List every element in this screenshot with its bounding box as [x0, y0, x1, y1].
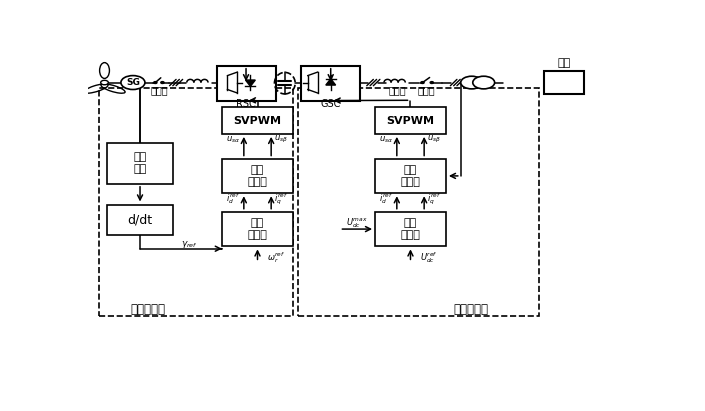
- Text: 断路器: 断路器: [417, 85, 435, 95]
- Text: 功率
控制器: 功率 控制器: [400, 218, 420, 240]
- Text: 电机侧控制: 电机侧控制: [130, 303, 166, 316]
- Text: 电流
控制器: 电流 控制器: [247, 165, 267, 187]
- Text: 转速
控制器: 转速 控制器: [247, 218, 267, 240]
- Text: SVPWM: SVPWM: [233, 115, 281, 125]
- Polygon shape: [326, 79, 336, 85]
- Circle shape: [461, 76, 483, 89]
- FancyBboxPatch shape: [222, 212, 293, 247]
- Text: $u_{s\alpha}$: $u_{s\alpha}$: [379, 134, 393, 145]
- FancyBboxPatch shape: [544, 71, 584, 94]
- Circle shape: [101, 80, 109, 85]
- Circle shape: [421, 82, 424, 83]
- FancyBboxPatch shape: [216, 66, 276, 101]
- Text: $U_{dc}^{max}$: $U_{dc}^{max}$: [345, 217, 367, 230]
- Text: $u_{s\alpha}$: $u_{s\alpha}$: [226, 134, 240, 145]
- Text: 电流
控制器: 电流 控制器: [400, 165, 420, 187]
- Text: $\omega_r^{ref}$: $\omega_r^{ref}$: [267, 250, 286, 265]
- Text: $i_q^{ref}$: $i_q^{ref}$: [427, 191, 441, 207]
- Text: SG: SG: [126, 78, 140, 87]
- Text: RSC: RSC: [236, 99, 256, 109]
- Text: 接触器: 接触器: [150, 85, 168, 95]
- Circle shape: [154, 82, 157, 83]
- Text: $u_{s\beta}$: $u_{s\beta}$: [274, 134, 288, 145]
- Text: $i_d^{ref}$: $i_d^{ref}$: [226, 192, 240, 206]
- FancyBboxPatch shape: [107, 205, 173, 235]
- FancyBboxPatch shape: [107, 143, 173, 184]
- Circle shape: [161, 82, 164, 83]
- Text: 电网: 电网: [558, 58, 570, 68]
- Text: GSC: GSC: [321, 99, 341, 109]
- FancyBboxPatch shape: [301, 66, 360, 101]
- Text: d/dt: d/dt: [128, 213, 152, 226]
- FancyBboxPatch shape: [222, 159, 293, 193]
- Circle shape: [430, 82, 434, 83]
- Circle shape: [121, 76, 145, 90]
- Circle shape: [473, 76, 495, 89]
- FancyBboxPatch shape: [375, 159, 446, 193]
- Text: $U_{dc}^{ref}$: $U_{dc}^{ref}$: [420, 250, 438, 265]
- Text: 电网侧控制: 电网侧控制: [453, 303, 488, 316]
- FancyBboxPatch shape: [375, 107, 446, 134]
- Polygon shape: [245, 80, 255, 86]
- Text: 位置
检测: 位置 检测: [133, 152, 147, 174]
- Text: $i_d^{ref}$: $i_d^{ref}$: [379, 192, 393, 206]
- Text: SVPWM: SVPWM: [386, 115, 434, 125]
- Text: $\gamma_{ref}$: $\gamma_{ref}$: [180, 239, 197, 250]
- Text: $u_{s\beta}$: $u_{s\beta}$: [427, 134, 441, 145]
- Text: 滤波器: 滤波器: [388, 85, 406, 95]
- Text: $i_q^{ref}$: $i_q^{ref}$: [274, 191, 288, 207]
- FancyBboxPatch shape: [375, 212, 446, 247]
- FancyBboxPatch shape: [222, 107, 293, 134]
